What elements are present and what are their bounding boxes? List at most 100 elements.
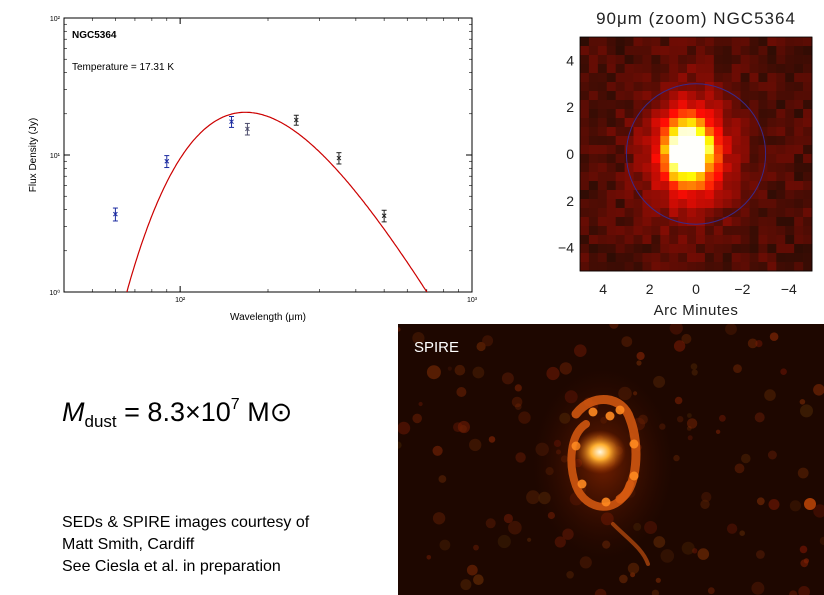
heatmap-pixel	[722, 163, 733, 173]
heatmap-pixel	[633, 253, 643, 263]
heatmap-pixel	[794, 91, 804, 101]
heatmap-pixel	[580, 136, 590, 146]
heatmap-pixel	[669, 118, 679, 128]
heatmap-pixel	[704, 172, 715, 182]
heatmap-pixel	[642, 127, 652, 137]
noise-blob	[653, 375, 666, 388]
heatmap-pixel	[624, 136, 634, 146]
heatmap-pixel	[669, 244, 679, 254]
heatmap-pixel	[615, 91, 626, 101]
heatmap-pixel	[678, 127, 688, 137]
heatmap-pixel	[606, 226, 617, 236]
noise-blob	[514, 384, 522, 392]
heatmap-pixel	[713, 190, 724, 200]
heatmap-pixel	[651, 208, 661, 218]
heatmap-pixel	[642, 172, 652, 182]
noise-blob	[673, 340, 686, 352]
heatmap-pixel	[740, 145, 750, 155]
heatmap-pixel	[696, 46, 706, 56]
heatmap-pixel	[651, 163, 661, 173]
heatmap-pixel	[696, 226, 706, 236]
heatmap-pixel	[642, 37, 652, 47]
heatmap-pixel	[767, 55, 777, 65]
heatmap-pixel	[669, 208, 679, 218]
point-marker	[164, 158, 170, 164]
heatmap-pixel	[669, 199, 679, 209]
heatmap-pixel	[785, 253, 795, 263]
heatmap-pixel	[624, 55, 634, 65]
galaxy-core	[574, 430, 626, 474]
heatmap-pixel	[597, 82, 608, 92]
heatmap-pixel	[580, 145, 590, 155]
heatmap-pixel	[713, 154, 724, 164]
noise-blob	[669, 324, 683, 335]
heatmap-pixel	[597, 127, 608, 137]
noise-blob	[789, 500, 801, 512]
heatmap-pixel	[642, 235, 652, 245]
noise-blob	[473, 574, 484, 585]
heatmap-pixel	[687, 91, 697, 101]
heatmap-pixel	[687, 64, 697, 74]
heatmap-pixel	[633, 136, 643, 146]
heatmap-pixel	[749, 253, 759, 263]
heatmap-pixel	[731, 136, 742, 146]
heatmap-pixel	[624, 244, 634, 254]
heatmap-pixel	[794, 244, 804, 254]
heatmap-pixel	[696, 253, 706, 263]
heatmap-pixel	[687, 181, 697, 191]
heatmap-pixel	[731, 235, 742, 245]
heatmap-pixel	[704, 217, 715, 227]
heatmap-pixel	[731, 253, 742, 263]
heatmap-pixel	[731, 37, 742, 47]
heatmap-pixel	[785, 118, 795, 128]
heatmap-pixel	[794, 55, 804, 65]
noise-blob	[799, 545, 808, 554]
noise-blob	[454, 364, 466, 376]
heatmap-pixel	[678, 91, 688, 101]
heatmap-pixel	[615, 190, 626, 200]
heatmap-pixel	[758, 253, 768, 263]
heatmap-pixel	[642, 226, 652, 236]
heatmap-pixel	[758, 109, 768, 119]
heatmap-pixel	[749, 163, 759, 173]
heatmap-pixel	[740, 163, 750, 173]
heatmap-pixel	[767, 253, 777, 263]
heatmap-pixel	[633, 244, 643, 254]
heatmap-pixel	[704, 109, 715, 119]
heatmap-pixel	[767, 190, 777, 200]
heatmap-pixel	[776, 217, 786, 227]
heatmap-pixel	[785, 163, 795, 173]
heatmap-pixel	[767, 181, 777, 191]
heatmap-pixel	[794, 235, 804, 245]
heatmap-pixel	[803, 172, 813, 182]
noise-blob	[627, 562, 640, 575]
heatmap-pixel	[740, 55, 750, 65]
heatmap-pixel	[687, 226, 697, 236]
heatmap-pixel	[669, 226, 679, 236]
heatmap-pixel	[696, 127, 706, 137]
heatmap-pixel	[696, 154, 706, 164]
heatmap-pixel	[678, 208, 688, 218]
heatmap-pixel	[803, 253, 813, 263]
heatmap-pixel	[785, 82, 795, 92]
heatmap-pixel	[633, 46, 643, 56]
heatmap-pixel	[749, 172, 759, 182]
heatmap-pixel	[713, 100, 724, 110]
heatmap-pixel	[722, 226, 733, 236]
heatmap-pixel	[785, 64, 795, 74]
heatmap-pixel	[660, 64, 670, 74]
zoom-y-tick-label: 0	[566, 146, 574, 162]
heatmap-pixel	[660, 208, 670, 218]
heatmap-pixel	[794, 145, 804, 155]
heatmap-pixel	[597, 208, 608, 218]
heatmap-pixel	[785, 136, 795, 146]
heatmap-pixel	[785, 208, 795, 218]
credits-line-1: SEDs & SPIRE images courtesy of	[62, 514, 310, 531]
noise-blob	[673, 454, 680, 462]
heatmap-pixel	[633, 217, 643, 227]
noise-blob	[432, 445, 443, 456]
heatmap-pixel	[651, 91, 661, 101]
heatmap-pixel	[713, 163, 724, 173]
heatmap-pixel	[588, 100, 599, 110]
heatmap-pixel	[704, 37, 715, 47]
